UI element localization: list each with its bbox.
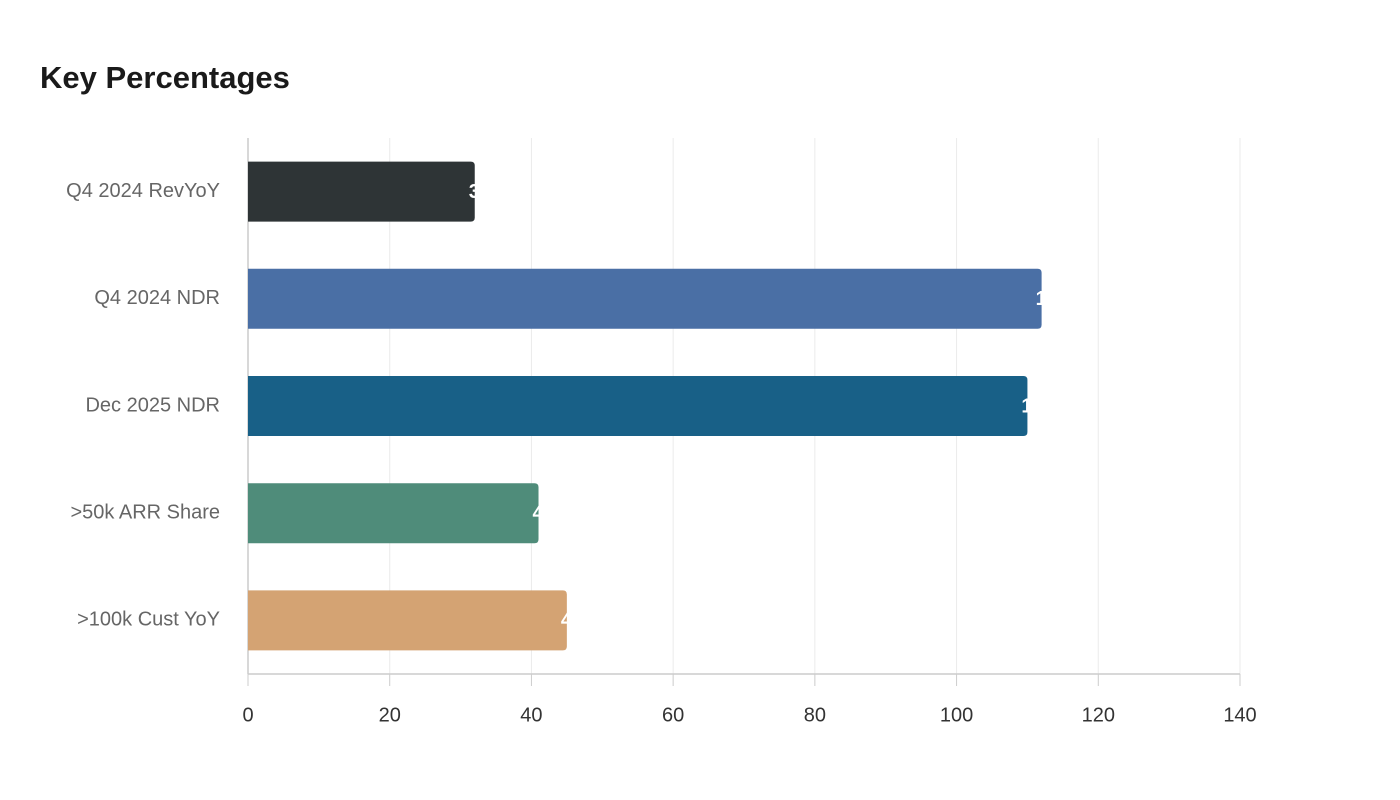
y-tick-label: Dec 2025 NDR [85,394,220,416]
data-label: 41 [533,502,555,524]
bar [248,590,567,651]
y-tick-label: >100k Cust YoY [77,609,220,631]
chart-title: Key Percentages [40,60,290,95]
x-tick-label: 20 [379,704,401,726]
y-tick-label: Q4 2024 NDR [94,287,220,309]
x-tick-label: 0 [242,704,253,726]
data-label: 110 [1021,395,1053,417]
y-tick-label: >50k ARR Share [70,501,220,523]
bar [248,161,475,222]
x-tick-label: 40 [520,704,542,726]
data-label: 32 [469,181,491,203]
data-label: 45 [561,610,583,632]
bar [248,268,1042,329]
x-tick-label: 60 [662,704,684,726]
x-tick-label: 80 [804,704,826,726]
x-tick-label: 140 [1223,704,1256,726]
x-tick-label: 100 [940,704,973,726]
bar [248,483,539,544]
y-tick-label: Q4 2024 RevYoY [66,180,220,202]
data-label: 112 [1036,288,1068,310]
bar [248,376,1028,436]
x-tick-label: 120 [1082,704,1115,726]
